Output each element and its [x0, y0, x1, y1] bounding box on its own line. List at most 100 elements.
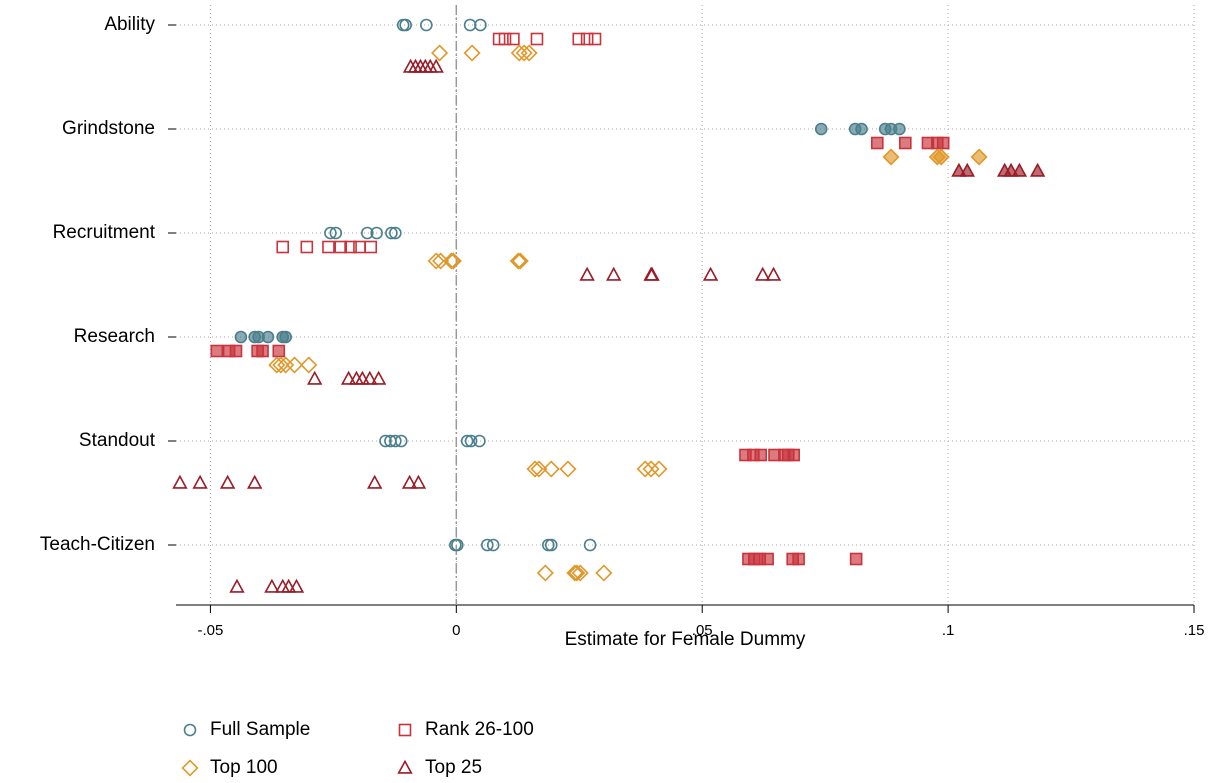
marker — [792, 552, 805, 566]
marker — [401, 474, 418, 489]
marker — [300, 240, 314, 254]
marker — [219, 474, 236, 489]
marker — [571, 564, 589, 582]
marker — [754, 448, 768, 462]
marker — [427, 252, 445, 270]
marker — [256, 344, 269, 358]
marker — [970, 148, 988, 166]
marker — [530, 32, 544, 46]
marker — [276, 240, 290, 254]
marker — [510, 44, 528, 62]
marker — [1011, 162, 1028, 177]
marker — [511, 252, 529, 270]
marker — [606, 266, 622, 281]
marker — [451, 538, 464, 552]
marker — [370, 370, 387, 385]
marker — [542, 460, 560, 478]
marker — [428, 58, 444, 73]
marker — [172, 474, 188, 489]
marker — [473, 434, 486, 448]
marker — [650, 460, 668, 478]
marker — [329, 226, 343, 240]
marker — [568, 564, 586, 582]
marker — [959, 162, 975, 177]
marker — [536, 564, 554, 582]
marker — [595, 564, 613, 582]
marker — [849, 552, 863, 566]
marker — [566, 564, 584, 582]
marker — [280, 578, 297, 593]
marker — [247, 474, 263, 489]
marker — [261, 330, 275, 344]
x-tick-label: .15 — [1184, 622, 1205, 639]
marker — [307, 370, 323, 385]
legend-label: Top 100 — [210, 757, 278, 778]
marker — [370, 226, 383, 240]
marker — [389, 434, 402, 448]
marker — [361, 226, 374, 240]
marker — [559, 460, 577, 478]
marker — [464, 434, 478, 448]
marker — [530, 460, 548, 478]
marker — [399, 18, 412, 32]
marker — [544, 538, 558, 552]
category-label: Ability — [104, 14, 155, 35]
marker — [192, 474, 208, 489]
marker — [507, 32, 520, 46]
category-label: Grindstone — [62, 118, 155, 139]
marker — [761, 552, 774, 566]
marker — [579, 266, 595, 281]
marker — [334, 240, 348, 254]
marker — [279, 330, 292, 344]
marker — [755, 266, 771, 281]
marker — [394, 434, 408, 448]
marker — [882, 148, 900, 166]
marker — [474, 18, 487, 32]
marker — [583, 538, 597, 552]
marker — [460, 434, 474, 448]
marker — [636, 460, 654, 478]
marker — [509, 252, 527, 270]
legend-label: Rank 26-100 — [425, 719, 534, 740]
marker — [288, 578, 305, 593]
marker — [362, 370, 378, 385]
marker — [444, 252, 462, 270]
x-axis-label: Estimate for Female Dummy — [565, 629, 806, 650]
marker — [899, 136, 912, 150]
legend-marker — [398, 723, 412, 737]
marker — [285, 356, 304, 374]
legend-marker — [183, 723, 197, 737]
marker — [486, 538, 500, 552]
legend-marker — [397, 759, 413, 774]
marker — [526, 460, 544, 478]
marker — [580, 32, 594, 46]
category-label: Standout — [79, 430, 156, 451]
marker — [229, 344, 243, 358]
marker — [340, 370, 357, 385]
marker — [396, 18, 410, 32]
marker — [765, 266, 782, 281]
marker — [893, 122, 906, 136]
marker — [367, 474, 383, 489]
marker — [431, 44, 449, 62]
marker — [264, 578, 280, 593]
marker — [463, 18, 477, 32]
marker — [463, 44, 481, 62]
legend-label: Top 25 — [425, 757, 482, 778]
marker — [702, 266, 719, 281]
marker — [354, 370, 371, 385]
marker — [420, 18, 433, 32]
marker — [234, 330, 248, 344]
marker — [855, 122, 868, 136]
category-label: Teach-Citizen — [40, 534, 155, 555]
marker — [324, 226, 337, 240]
x-tick-label: 0 — [452, 622, 460, 639]
marker — [410, 474, 427, 489]
x-tick-label: .05 — [692, 622, 713, 639]
marker — [210, 344, 224, 358]
legend-marker — [181, 759, 199, 777]
category-label: Recruitment — [53, 222, 156, 243]
marker — [870, 136, 884, 150]
marker — [642, 460, 660, 478]
